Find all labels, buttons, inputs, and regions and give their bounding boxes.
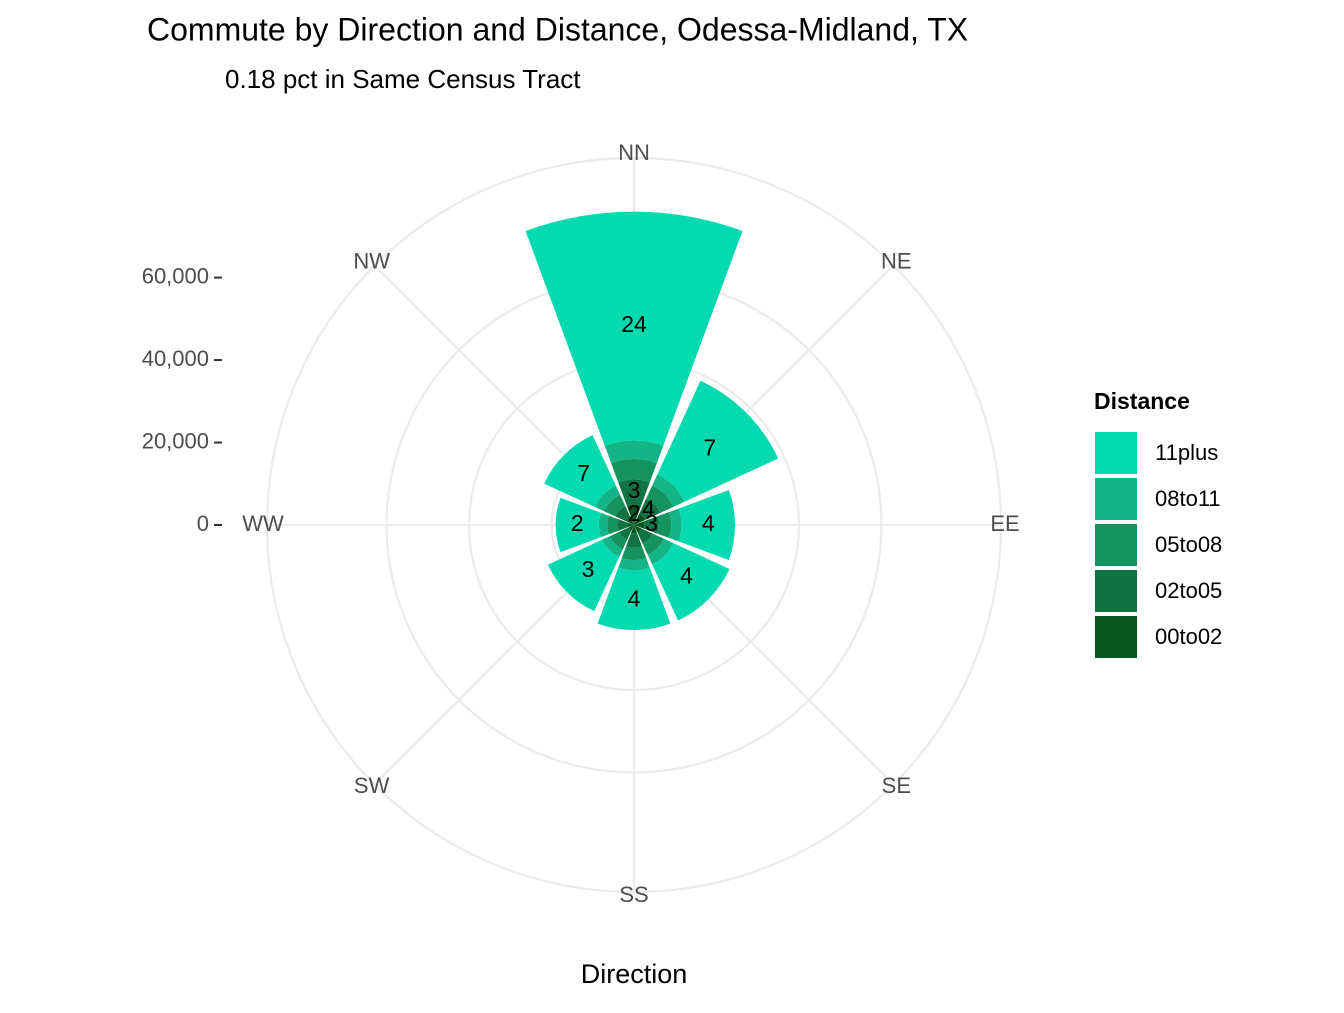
chart-subtitle: 0.18 pct in Same Census Tract [225,64,581,94]
legend-label: 05to08 [1155,532,1222,557]
x-tick-label: EE [990,511,1019,536]
bar-segment [678,490,736,560]
y-tick-label: 20,000 [142,428,209,453]
bar-segment [547,539,620,612]
x-tick-label: WW [242,511,284,536]
bar-segment [657,512,672,538]
y-tick-label: 60,000 [142,263,209,288]
x-tick-label: SE [882,773,911,798]
legend-key [1095,570,1137,612]
bar-segment [643,516,659,534]
bar-label: 4 [628,585,641,611]
bar-segment [597,567,671,631]
bar-segment [627,522,634,528]
bar-label: 4 [680,563,693,589]
x-tick-label: NE [881,248,912,273]
bar-label: 24 [621,311,647,337]
bar-segment [611,459,657,483]
bar-segment [615,506,631,522]
bar-segment [621,546,647,561]
x-tick-label: NW [353,248,390,273]
bar-segment [647,538,674,565]
legend-label: 08to11 [1155,486,1221,511]
y-tick-label: 0 [197,511,209,536]
x-tick-label: SW [354,773,390,798]
legend-key [1095,478,1137,520]
bar-segment [634,525,642,533]
bar-segment [617,519,629,531]
bar-segment [619,527,632,540]
legend-title: Distance [1094,388,1190,414]
bar-segment [618,557,650,571]
bar-label: 7 [577,460,590,486]
x-tick-label: SS [619,882,648,907]
legend-label: 00to02 [1155,624,1222,649]
bar-segment [631,525,637,534]
bar-segment [639,498,661,520]
bar-segment [637,528,653,544]
bar-label: 2 [628,500,641,526]
bar-segment [634,513,646,525]
legend-key [1095,524,1137,566]
bar-label: 3 [645,510,658,536]
bar-segment [626,532,642,548]
legend-label: 11plus [1155,440,1218,465]
bar-label: 2 [571,510,584,536]
bar-segment [544,435,616,507]
bar-segment [626,517,634,525]
bar-segment [657,380,779,502]
y-tick-label: 40,000 [142,346,209,371]
bar-segment [598,512,609,538]
x-axis-label: Direction [581,959,688,989]
bar-segment [609,531,628,550]
bar-segment [668,508,682,542]
bar-label: 3 [628,477,641,503]
bar-segment [604,440,664,464]
bar-label: 4 [642,495,655,521]
bar-segment [607,515,619,535]
bar-segment [604,495,626,517]
bar-segment [555,497,602,553]
bar-segment [626,504,642,525]
bar-segment [646,485,674,513]
legend-key [1095,432,1137,474]
legend-key [1095,616,1137,658]
bar-segment [642,533,664,555]
bar-segment [652,474,685,507]
bar-segment [525,211,743,446]
bar-segment [634,521,645,529]
bar-segment [594,485,621,512]
x-tick-label: NN [618,140,650,165]
bar-segment [628,525,634,531]
bar-label: 3 [582,556,595,582]
bar-segment [602,536,623,557]
legend-label: 02to05 [1155,578,1222,603]
bar-segment [618,479,650,506]
chart-title: Commute by Direction and Distance, Odess… [147,11,968,47]
bar-segment [652,543,730,621]
bar-label: 7 [703,434,716,460]
bar-label: 4 [702,510,715,536]
